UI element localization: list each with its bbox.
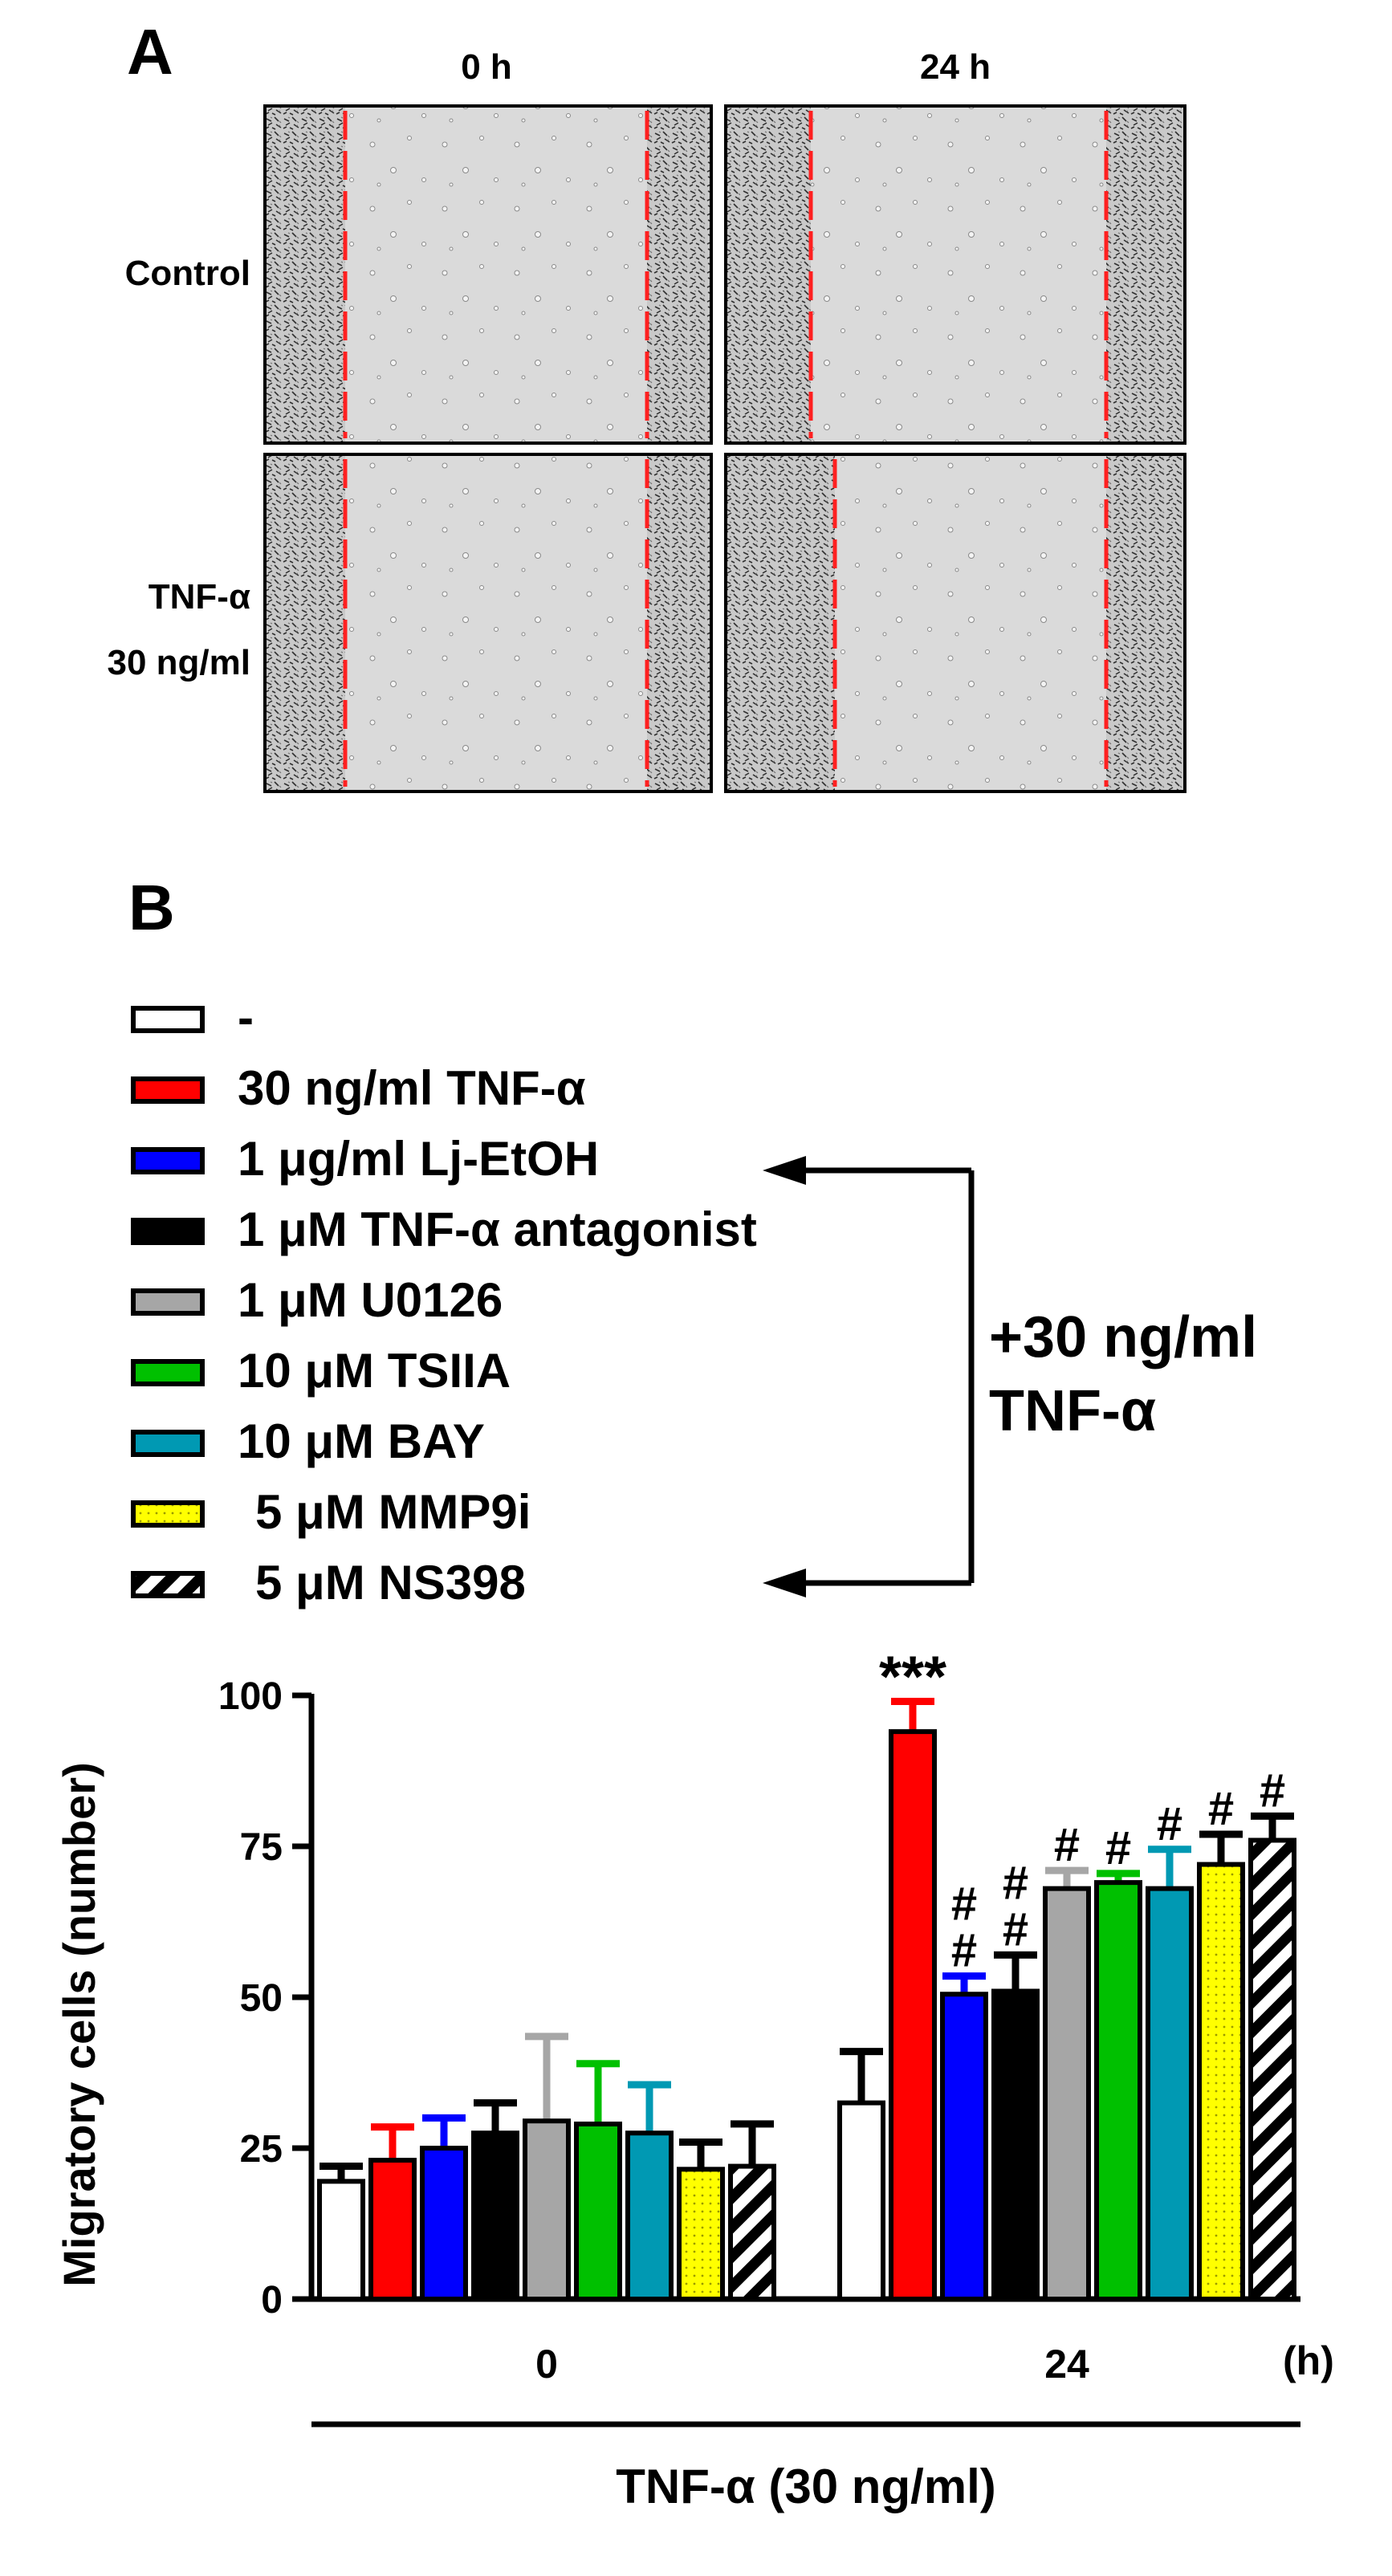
- legend-label: 1 μg/ml Lj-EtOH: [238, 1132, 599, 1186]
- bar: [889, 1729, 937, 2302]
- legend-item: 1 μg/ml Lj-EtOH: [131, 1132, 599, 1186]
- bar: [317, 2179, 365, 2302]
- bar: [1197, 1862, 1245, 2302]
- row-label-dose: 30 ng/ml: [108, 643, 251, 682]
- significance-hash: #: [1208, 1783, 1234, 1835]
- bar: [368, 2158, 417, 2302]
- y-tick-label: 75: [240, 1826, 283, 1869]
- col-label-0h: 0 h: [461, 47, 512, 87]
- legend: - 30 ng/ml TNF-α 1 μg/ml Lj-EtOH 1 μM TNF-α…: [131, 991, 757, 1609]
- legend-label: 10 μM BAY: [238, 1414, 485, 1468]
- significance-hash: #: [1157, 1798, 1182, 1850]
- y-tick-label: 50: [240, 1977, 283, 2020]
- micrograph-control-24h: [724, 104, 1186, 445]
- legend-swatch: [131, 1147, 205, 1174]
- treatment-bracket: [763, 1156, 975, 1597]
- significance-hash: #: [1054, 1819, 1080, 1871]
- bar: [471, 2130, 519, 2301]
- micrograph-tnf-24h: [724, 453, 1186, 793]
- significance-hash: #: [1260, 1764, 1285, 1817]
- legend-label: 1 μM TNF-α antagonist: [238, 1203, 757, 1256]
- legend-label: 5 μM MMP9i: [255, 1485, 531, 1539]
- significance-stars: ***: [879, 1646, 946, 1710]
- significance-hash: #: [951, 1925, 977, 1977]
- legend-item: 5 μM NS398: [131, 1556, 526, 1609]
- y-tick-label: 25: [240, 2128, 283, 2171]
- legend-item: 1 μM U0126: [131, 1273, 503, 1327]
- micrograph-tnf-0h: [263, 453, 713, 793]
- significance-hash: #: [1003, 1903, 1028, 1955]
- x-unit-label: (h): [1283, 2338, 1334, 2383]
- legend-label: 30 ng/ml TNF-α: [238, 1061, 586, 1115]
- x-tick-label: 24: [1044, 2342, 1089, 2387]
- legend-label: 1 μM U0126: [238, 1273, 503, 1327]
- bar: [991, 1988, 1040, 2301]
- bar: [574, 2121, 622, 2301]
- y-axis-label: Migratory cells (number): [54, 1762, 104, 2286]
- legend-swatch: [131, 1571, 205, 1598]
- bar: [523, 2118, 571, 2301]
- legend-swatch: [131, 1218, 205, 1245]
- micrograph-control-0h: [263, 104, 713, 445]
- significance-hash: #: [1003, 1857, 1028, 1909]
- legend-label: 5 μM NS398: [255, 1556, 526, 1609]
- row-label-tnf: TNF-α: [149, 577, 250, 617]
- y-tick-label: 0: [261, 2279, 283, 2322]
- legend-swatch: [131, 1500, 205, 1528]
- legend-swatch: [131, 1430, 205, 1457]
- bar: [728, 2163, 776, 2302]
- legend-item: 5 μM MMP9i: [131, 1485, 531, 1539]
- bar: [1146, 1886, 1194, 2301]
- row-label-control: Control: [125, 254, 250, 293]
- significance-hash: #: [951, 1878, 977, 1931]
- bar: [1043, 1886, 1091, 2301]
- bar: [1248, 1837, 1296, 2301]
- bar: [625, 2130, 674, 2301]
- col-label-24h: 24 h: [920, 47, 991, 87]
- legend-item: 10 μM BAY: [131, 1414, 485, 1468]
- panel-b-label: B: [128, 872, 175, 943]
- significance-hash: #: [1105, 1822, 1131, 1874]
- legend-swatch: [131, 1288, 205, 1316]
- legend-swatch: [131, 1076, 205, 1104]
- panel-a-label: A: [127, 16, 173, 87]
- legend-item: 10 μM TSIIA: [131, 1344, 511, 1398]
- bar: [420, 2146, 468, 2301]
- legend-item: 30 ng/ml TNF-α: [131, 1061, 586, 1115]
- legend-label: -: [238, 991, 254, 1044]
- x-axis-label: TNF-α (30 ng/ml): [616, 2460, 996, 2513]
- legend-swatch: [131, 1359, 205, 1386]
- bracket-label-dose: +30 ng/ml: [989, 1305, 1257, 1369]
- legend-item: 1 μM TNF-α antagonist: [131, 1203, 757, 1256]
- legend-item: -: [131, 991, 254, 1044]
- bar: [1094, 1880, 1142, 2302]
- bar: [677, 2167, 725, 2302]
- x-tick-label: 0: [535, 2342, 558, 2387]
- legend-label: 10 μM TSIIA: [238, 1344, 511, 1398]
- bracket-label-tnf: TNF-α: [989, 1379, 1156, 1443]
- legend-swatch: [131, 1006, 205, 1033]
- bar: [940, 1992, 988, 2301]
- micrograph-grid: [263, 104, 1186, 793]
- bar: [837, 2100, 885, 2302]
- y-tick-label: 100: [218, 1675, 283, 1718]
